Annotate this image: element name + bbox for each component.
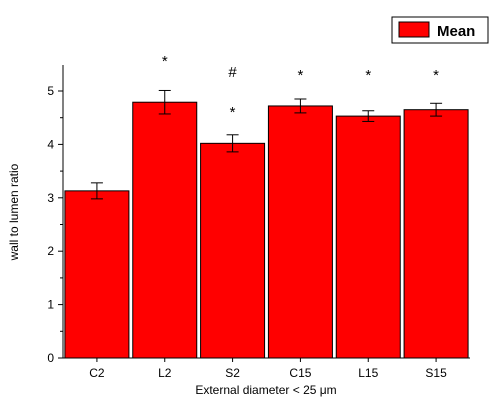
x-axis-title: External diameter < 25 μm [195,383,336,397]
bar-L2 [132,101,198,359]
x-tick-label-S15: S15 [425,366,447,380]
significance-mark-S2: # [228,64,237,81]
legend-label: Mean [437,23,475,40]
legend: Mean [391,16,489,44]
legend-swatch [398,21,430,38]
y-tick-label-2: 2 [47,244,54,258]
y-tick-label-1: 1 [47,298,54,312]
y-axis-title: wall to lumen ratio [7,163,21,261]
significance-mark-S2: * [230,104,236,121]
x-tick-label-L2: L2 [158,366,172,380]
y-tick-label-0: 0 [47,351,54,365]
y-tick-label-3: 3 [47,191,54,205]
bar-L15 [335,115,401,359]
bar-S2 [200,142,266,359]
x-tick-label-S2: S2 [225,366,240,380]
significance-mark-C15: * [297,67,303,84]
significance-mark-S15: * [433,67,439,84]
x-tick-label-L15: L15 [358,366,378,380]
bar-C2 [64,190,130,359]
significance-mark-L2: * [162,53,168,70]
significance-mark-L15: * [365,67,371,84]
x-tick-label-C15: C15 [289,366,311,380]
bar-C15 [267,105,333,359]
y-tick-label-5: 5 [47,84,54,98]
y-tick-label-4: 4 [47,137,54,151]
plot-area [62,65,470,359]
x-tick-label-C2: C2 [89,366,105,380]
bar-S15 [403,109,469,359]
